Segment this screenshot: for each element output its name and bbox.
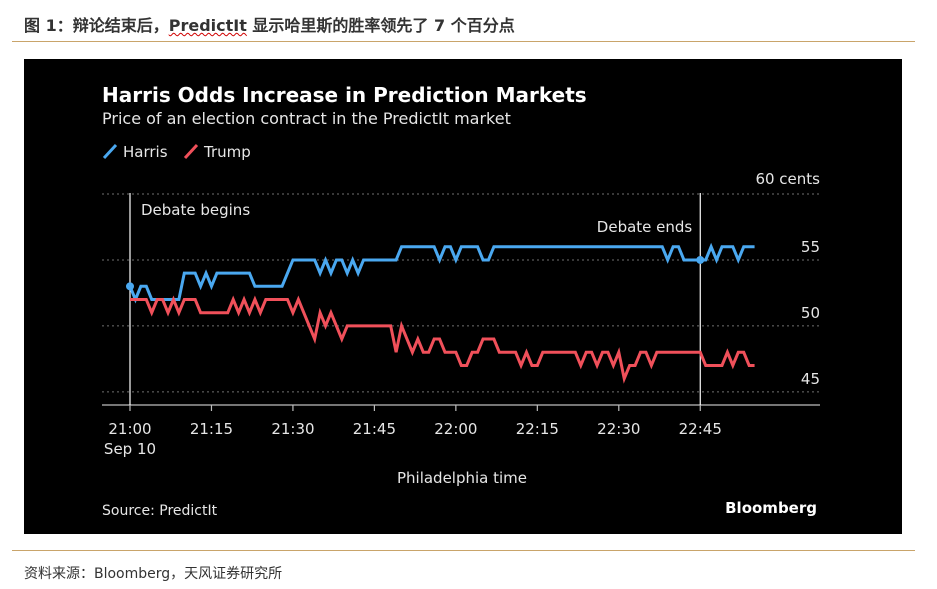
series-line-harris [128,242,755,304]
x-tick-label: 22:15 [516,420,559,438]
x-tick-sublabel: Sep 10 [104,440,156,458]
x-tick-label: 21:15 [190,420,233,438]
x-tick-label: 21:00 [108,420,151,438]
annotation-label: Debate begins [141,201,250,219]
x-tick-label: 22:30 [597,420,640,438]
figure-title-prefix: 图 1：辩论结束后， [24,16,169,35]
x-axis-label: Philadelphia time [397,469,527,487]
y-tick-label: 50 [801,304,820,322]
bloomberg-logo: Bloomberg [725,499,817,517]
annotation-label: Debate ends [597,218,693,236]
x-tick-label: 21:45 [353,420,396,438]
y-tick-label: 55 [801,238,820,256]
series-marker [126,282,134,291]
x-axis: 21:00 21:15 21:30 21:45 22:00 22:15 22:30 22:45… [102,404,820,458]
chart-panel: Harris Odds Increase in Prediction Marke… [24,59,902,534]
legend-swatch-harris [102,143,118,160]
line-chart: Harris Odds Increase in Prediction Marke… [102,83,820,519]
chart-subtitle: Price of an election contract in the Pre… [102,109,511,128]
x-tick-label: 22:45 [679,420,722,438]
x-tick-label: 21:30 [271,420,314,438]
y-tick-labels: 45 50 55 60 cents [755,170,820,388]
series-line-trump [130,295,755,384]
bottom-divider [12,550,915,551]
legend-label-trump: Trump [203,143,251,161]
figure-title-highlight: PredictIt [168,16,247,35]
chart-title: Harris Odds Increase in Prediction Marke… [102,83,587,107]
figure-title-suffix: 显示哈里斯的胜率领先了 7 个百分点 [246,16,515,35]
y-tick-label: 45 [801,370,820,388]
y-tick-label: 60 cents [755,170,820,188]
series-lines [128,242,755,384]
series-markers [126,255,705,291]
top-divider [12,41,915,42]
legend-swatch-trump [183,143,199,160]
source-note: 资料来源：Bloomberg，天风证券研究所 [24,566,283,582]
figure-title: 图 1：辩论结束后，PredictIt 显示哈里斯的胜率领先了 7 个百分点 [24,12,515,36]
chart-legend: Harris Trump [102,143,251,161]
series-marker [696,255,705,264]
chart-source: Source: PredictIt [102,503,218,519]
debate-annotations: Debate begins Debate ends [129,193,701,405]
legend-label-harris: Harris [123,143,168,161]
x-tick-label: 22:00 [434,420,477,438]
